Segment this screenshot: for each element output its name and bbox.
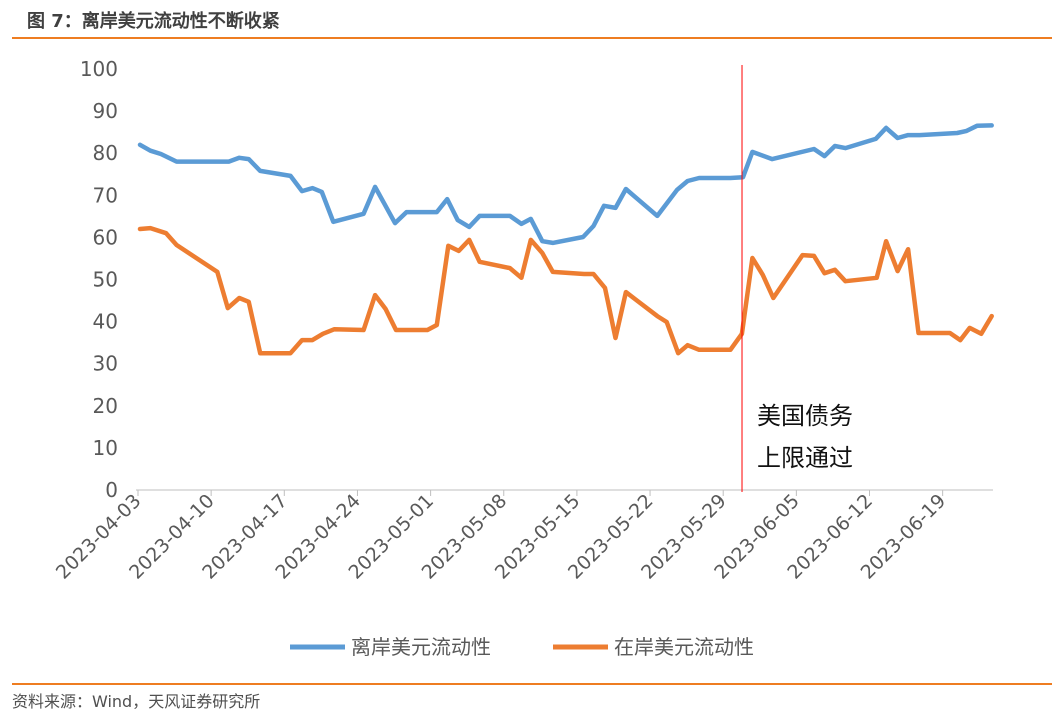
legend: 离岸美元流动性 在岸美元流动性 [290, 635, 754, 659]
y-tick-label: 30 [93, 352, 118, 376]
y-tick-label: 80 [93, 141, 118, 165]
source-note: 资料来源：Wind，天风证券研究所 [12, 692, 261, 711]
y-axis: 0 10 20 30 40 50 60 70 80 90 100 [80, 57, 118, 502]
y-tick-label: 40 [93, 310, 118, 334]
annotation-text: 上限通过 [757, 444, 853, 472]
series-lines [137, 123, 994, 356]
title-rule [12, 37, 1052, 39]
series-line-offshore [137, 123, 994, 246]
legend-label-onshore: 在岸美元流动性 [614, 635, 754, 659]
y-tick-label: 60 [93, 225, 118, 249]
y-tick-label: 100 [80, 57, 118, 81]
y-tick-label: 10 [93, 436, 118, 460]
x-axis: 2023-04-032023-04-102023-04-172023-04-24… [52, 489, 993, 584]
figure-title: 图 7：离岸美元流动性不断收紧 [27, 11, 280, 32]
y-tick-label: 90 [93, 99, 118, 123]
annotation-text: 美国债务 [757, 402, 853, 430]
y-tick-label: 50 [93, 268, 118, 292]
legend-label-offshore: 离岸美元流动性 [351, 635, 491, 659]
series-line-onshore [137, 225, 994, 356]
y-tick-label: 20 [93, 394, 118, 418]
y-tick-label: 70 [93, 183, 118, 207]
footer-rule [12, 683, 1052, 685]
y-tick-label: 0 [105, 478, 118, 502]
